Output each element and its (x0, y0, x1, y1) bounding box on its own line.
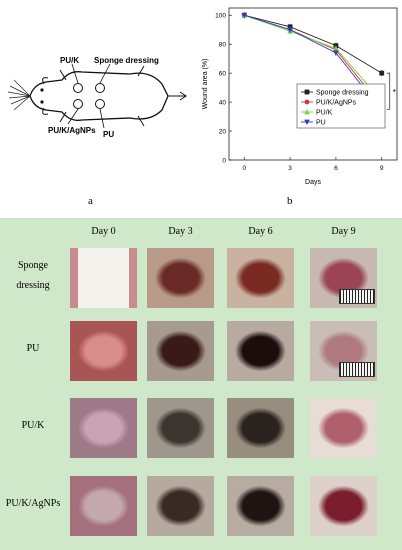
legend-marker (304, 119, 310, 125)
wound-photo (70, 398, 137, 458)
wound-area-chart: 0 3 6 9 0 20 40 60 80 100 Days Wound area (%) * Spong… (202, 7, 398, 186)
wound-photo (70, 476, 137, 536)
wound-area-chart-panel: 0 3 6 9 0 20 40 60 80 100 Days Wound area (%) * Spong… (195, 0, 402, 210)
y-tick-label: 40 (219, 99, 227, 106)
scale-ruler (339, 362, 375, 377)
legend-marker (304, 89, 310, 95)
row-label-line: PU/K (21, 420, 45, 431)
rat-outline-drawing (7, 63, 187, 129)
x-tick-label: 6 (334, 165, 338, 172)
row-header: Sponge dressing (0, 256, 66, 296)
legend-label: PU (316, 119, 326, 126)
wound-photo (310, 398, 377, 458)
x-tick-label: 9 (380, 165, 384, 172)
data-point (333, 45, 339, 51)
wound-photo (310, 321, 377, 381)
legend-marker (304, 99, 310, 105)
wound-photo (70, 321, 137, 381)
label-sponge-dressing: Sponge dressing (94, 56, 159, 65)
row-label-line: dressing (16, 280, 50, 291)
wound-photo (310, 476, 377, 536)
label-pu-k-agnps: PU/K/AgNPs (48, 126, 96, 135)
wound-photo (147, 476, 214, 536)
wound-photo (227, 321, 294, 381)
wound-site-pu-k (73, 83, 83, 93)
x-axis-label: Days (305, 179, 321, 186)
y-tick-label: 0 (222, 157, 226, 164)
column-header: Day 3 (168, 226, 193, 237)
label-pu: PU (103, 130, 115, 139)
scale-ruler (339, 289, 375, 304)
row-label-line: Sponge (18, 260, 48, 271)
wound-photo (227, 398, 294, 458)
y-tick-label: 60 (219, 70, 227, 77)
y-axis-label: Wound area (%) (202, 59, 209, 110)
data-point (287, 27, 293, 33)
data-point (241, 12, 248, 19)
row-header: PU/K/AgNPs (0, 494, 66, 514)
panel-letter-a: a (88, 195, 93, 207)
legend-label: PU/K (316, 109, 333, 116)
wound-photo (147, 398, 214, 458)
wound-photo (147, 248, 214, 308)
wound-photo-grid: Day 0 Day 3 Day 6 Day 9 Sponge dressing PU PU/K… (0, 218, 402, 550)
wound-photo (70, 248, 137, 308)
rat-schematic-panel: PU/K Sponge dressing PU/K/AgNPs PU a (0, 0, 190, 210)
significance-bracket (386, 72, 391, 110)
x-tick-label: 0 (242, 165, 246, 172)
data-point (333, 50, 339, 56)
legend-marker (304, 109, 310, 115)
y-tick-label: 100 (215, 13, 226, 20)
y-tick-label: 80 (219, 41, 227, 48)
row-header: PU/K (0, 416, 66, 436)
data-point (379, 70, 385, 76)
row-label-line: PU/K/AgNPs (5, 498, 61, 509)
wound-photo (310, 248, 377, 308)
wound-site-pu (95, 99, 105, 109)
label-pu-k: PU/K (60, 56, 80, 65)
wound-site-pu-k-agnps (73, 99, 83, 109)
wound-site-sponge (95, 83, 105, 93)
wound-photo (147, 321, 214, 381)
wound-photo (227, 476, 294, 536)
column-header: Day 6 (248, 226, 273, 237)
significance-star: * (393, 88, 396, 97)
wound-photo (227, 248, 294, 308)
series-line (244, 14, 383, 112)
legend-box (296, 83, 386, 129)
column-header: Day 9 (331, 226, 356, 237)
row-label-line: PU (26, 343, 40, 354)
series-line (244, 14, 382, 74)
column-header: Day 0 (91, 226, 116, 237)
plot-frame (228, 7, 398, 161)
panel-letter-b: b (287, 195, 293, 207)
legend-label: Sponge dressing (316, 89, 369, 96)
x-tick-label: 3 (288, 165, 292, 172)
y-tick-label: 20 (219, 128, 227, 135)
row-header: PU (0, 339, 66, 359)
legend-label: PU/K/AgNPs (316, 99, 357, 106)
series-line (244, 14, 383, 101)
